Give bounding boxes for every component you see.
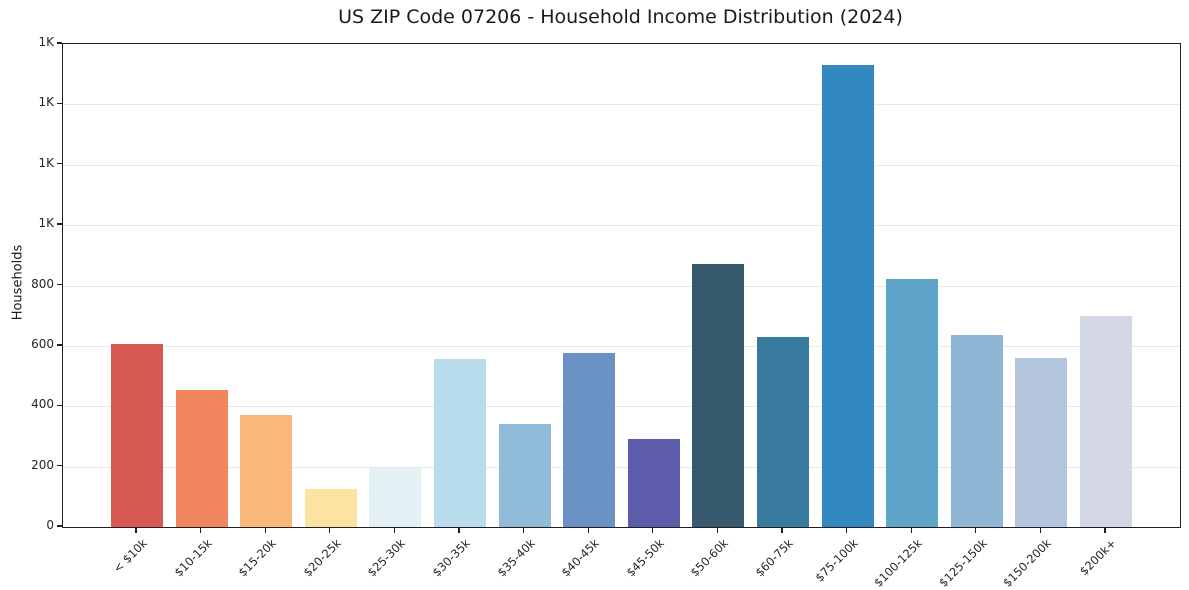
x-tick-label: $100-125k [871,536,926,590]
bar-$75-100k [821,65,874,527]
y-tick-label: 1K [38,216,54,231]
y-tick-label: 800 [31,276,54,291]
x-tick-label: $60-75k [752,536,796,580]
x-tick-mark [135,528,137,533]
x-tick-label: $150-200k [1000,536,1055,590]
x-tick-label: $50-60k [687,536,732,580]
x-tick-label: $15-20k [235,536,280,580]
x-tick-label: $75-100k [811,536,861,585]
bar-$50-60k [692,264,745,527]
plot-area [62,43,1181,528]
x-tick-mark [587,528,589,533]
bar-$30-35k [434,359,486,527]
x-tick-label: $30-35k [429,536,473,580]
y-tick-label: 200 [31,457,54,472]
y-tick-mark [57,42,62,44]
bar-$60-75k [757,336,809,527]
x-tick-label: $125-150k [935,536,990,590]
x-tick-mark [1104,528,1106,533]
y-tick-label: 1K [38,35,54,49]
x-tick-mark [522,528,525,533]
bar-$200k+ [1080,315,1132,527]
y-tick-label: 600 [31,336,54,351]
x-tick-label: $20-25k [300,536,344,580]
gridline [63,225,1180,227]
x-tick-label: $45-50k [623,536,667,580]
x-tick-label: < $10k [110,536,150,576]
y-tick-mark [57,525,62,527]
gridline [63,104,1180,106]
x-tick-mark [264,528,266,533]
gridline [63,164,1180,166]
x-tick-label: $25-30k [364,536,409,580]
bar-$35-40k [498,424,551,527]
y-tick-mark [57,283,62,286]
y-tick-mark [57,102,62,105]
x-tick-mark [393,528,396,533]
y-tick-mark [57,404,62,406]
x-tick-mark [1039,528,1042,533]
x-tick-mark [652,528,654,533]
x-tick-mark [910,528,912,533]
y-tick-label: 0 [46,518,54,532]
x-tick-mark [458,528,460,533]
chart-title: US ZIP Code 07206 - Household Income Dis… [338,6,903,28]
gridline [63,345,1180,347]
bar-$10-15k [175,389,228,527]
bar-$150-200k [1015,357,1068,527]
x-tick-label: $40-45k [558,536,603,580]
x-tick-label: $35-40k [494,536,538,580]
x-tick-mark [845,528,848,533]
x-tick-label: $200k+ [1076,536,1119,579]
y-tick-mark [57,344,62,346]
y-tick-mark [57,223,62,225]
bar-$100-125k [886,279,939,527]
bar-< $10k [111,344,163,527]
bar-$45-50k [627,439,680,527]
x-tick-mark [781,528,783,533]
y-tick-label: 1K [38,95,54,110]
x-tick-label: $10-15k [171,536,215,580]
y-tick-mark [57,464,62,467]
x-tick-mark [199,528,202,533]
x-tick-mark [329,528,331,533]
bar-$40-45k [563,353,616,527]
y-tick-label: 1K [38,155,54,170]
y-tick-label: 400 [31,397,54,412]
bar-$20-25k [304,489,357,527]
y-axis-label: Households [10,244,26,321]
gridline [63,285,1180,287]
gridline [63,466,1180,468]
bar-$15-20k [240,415,293,527]
bar-$25-30k [369,468,422,527]
x-tick-mark [975,528,977,533]
x-tick-mark [716,528,719,533]
bar-$125-150k [950,335,1003,527]
gridline [63,406,1180,408]
y-tick-mark [57,163,62,165]
